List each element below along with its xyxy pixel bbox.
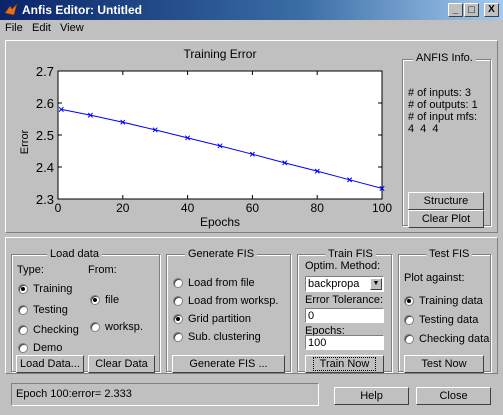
training-error-chart: Training Error 2.3 2.4 2.5 2.6 2.7 0 20 40 60 80… [19,47,392,229]
testing-radio-label: Testing [33,304,68,316]
close-button[interactable]: Close [416,387,491,405]
x-axis-label: Epochs [200,215,240,229]
load-data-title: Load data [47,248,102,260]
load-from-file-radio[interactable] [173,278,183,288]
load-from-workspace-label: Load from worksp. [188,295,279,307]
x-tick-label: 60 [246,201,260,215]
error-tolerance-input[interactable]: 0 [305,308,384,323]
help-button[interactable]: Help [334,387,409,405]
epochs-input[interactable]: 100 [305,335,384,350]
x-tick-label: 40 [181,201,195,215]
y-axis-label: Error [19,129,31,154]
num-inputs-text: # of inputs: 3 [408,87,471,99]
grid-partition-radio[interactable] [173,314,183,324]
close-window-button[interactable]: X [484,3,499,17]
optim-method-select[interactable]: backpropa ▼ [305,276,384,292]
controls-frame [5,237,498,374]
training-data-label: Training data [419,295,483,307]
x-tick-label: 100 [372,201,392,215]
num-outputs-text: # of outputs: 1 [408,99,478,111]
error-point [120,119,126,125]
menu-edit[interactable]: Edit [32,22,51,34]
clear-data-button[interactable]: Clear Data [88,355,155,373]
from-label: From: [88,264,117,276]
y-tick-label: 2.5 [36,128,54,143]
load-from-file-label: Load from file [188,277,255,289]
train-now-button[interactable]: Train Now [305,355,384,373]
training-data-radio[interactable] [404,296,414,306]
error-point [217,143,223,149]
testing-data-label: Testing data [419,314,479,326]
grid-partition-label: Grid partition [188,313,251,325]
x-tick-label: 80 [311,201,325,215]
y-tick-label: 2.3 [36,192,54,207]
epochs-label: Epochs: [305,325,345,337]
optim-method-value: backpropa [308,278,360,290]
error-point [282,160,288,166]
error-point [249,151,255,157]
sub-clustering-radio[interactable] [173,332,183,342]
workspace-radio[interactable] [90,322,100,332]
chart-title: Training Error [184,47,257,61]
error-tolerance-label: Error Tolerance: [305,294,384,306]
menu-file[interactable]: File [5,22,23,34]
x-tick-label: 0 [55,201,62,215]
workspace-radio-label: worksp. [105,321,143,333]
training-radio[interactable] [18,284,28,294]
plot-area-frame [5,40,498,233]
sub-clustering-label: Sub. clustering [188,331,261,343]
training-radio-label: Training [33,283,73,295]
status-bar: Epoch 100:error= 2.333 [11,383,319,406]
train-now-label: Train Now [312,357,377,371]
test-now-button[interactable]: Test Now [404,355,484,373]
anfis-info-title: ANFIS Info. [413,52,476,64]
structure-button[interactable]: Structure [408,192,484,210]
train-fis-title: Train FIS [325,248,376,260]
checking-radio-label: Checking [33,324,79,336]
testing-radio[interactable] [18,305,28,315]
x-tick-label: 20 [116,201,130,215]
file-radio-label: file [105,294,120,306]
generate-fis-button[interactable]: Generate FIS ... [172,355,285,373]
file-radio[interactable] [90,295,100,305]
plot-axes [57,70,383,200]
input-mfs-values: 4 4 4 [408,123,439,135]
load-from-workspace-radio[interactable] [173,296,183,306]
error-point [314,168,320,174]
title-bar: Anfis Editor: Untitled _ □ X [0,0,503,20]
minimize-button[interactable]: _ [448,3,463,17]
y-tick-label: 2.6 [36,96,54,111]
checking-radio[interactable] [18,325,28,335]
error-point [152,127,158,133]
demo-radio-label: Demo [33,342,63,354]
error-point [58,106,64,112]
y-tick-label: 2.7 [36,64,54,79]
demo-radio[interactable] [18,343,28,353]
error-point [87,112,93,118]
test-fis-title: Test FIS [426,248,473,260]
window-title: Anfis Editor: Untitled [22,3,142,17]
generate-fis-title: Generate FIS [185,248,258,260]
num-input-mfs-text: # of input mfs: [408,111,478,123]
optim-method-label: Optim. Method: [305,260,381,272]
menu-bar: File Edit View [0,20,503,38]
y-tick-label: 2.4 [36,160,54,175]
error-point [185,135,191,141]
load-data-button[interactable]: Load Data... [16,355,84,373]
chevron-down-icon[interactable]: ▼ [370,278,382,290]
testing-data-radio[interactable] [404,315,414,325]
plot-against-label: Plot against: [404,272,465,284]
menu-view[interactable]: View [60,22,84,34]
error-point [379,185,385,191]
type-label: Type: [17,264,44,276]
clear-plot-button[interactable]: Clear Plot [408,210,484,228]
checking-data-label: Checking data [419,333,490,345]
error-point [347,177,353,183]
maximize-button[interactable]: □ [464,3,479,17]
matlab-logo-icon [4,3,18,16]
checking-data-radio[interactable] [404,334,414,344]
